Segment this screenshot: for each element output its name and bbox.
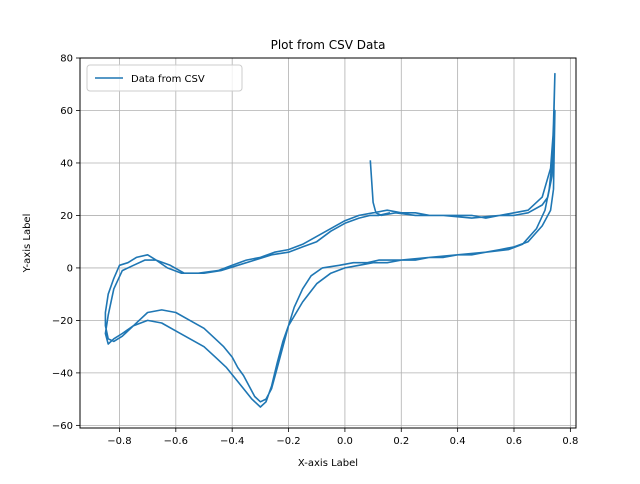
grid (80, 57, 576, 428)
legend-box (86, 64, 243, 92)
y-axis-label: Y-axis Label (22, 214, 33, 274)
legend-label: Data from CSV (131, 74, 205, 85)
y-tick-label: −60 (52, 421, 73, 432)
y-tick-label: 40 (60, 158, 73, 169)
y-tick-label: 0 (67, 263, 73, 274)
x-tick-label: −0.6 (164, 436, 188, 447)
x-tick-label: 0.6 (506, 436, 522, 447)
series-line-data-from-csv (104, 72, 556, 408)
x-tick-label: −0.2 (276, 436, 300, 447)
x-tick-label: 0.2 (393, 436, 409, 447)
x-tick-label: −0.4 (220, 436, 244, 447)
x-tick-label: −0.8 (107, 436, 131, 447)
legend: Data from CSV (86, 64, 243, 92)
y-tick-label: −20 (52, 316, 73, 327)
x-tick-label: 0.8 (562, 436, 578, 447)
x-tick-label: 0.0 (337, 436, 353, 447)
chart-title: Plot from CSV Data (271, 38, 386, 52)
y-tick-label: 80 (60, 54, 73, 65)
ticks: −0.8 −0.6 −0.4 −0.2 0.0 0.2 0.4 0.6 0.8 −60 −40 −20… (52, 54, 578, 448)
axes-frame (79, 57, 577, 429)
y-tick-label: −40 (52, 368, 73, 379)
y-tick-label: 60 (60, 106, 73, 117)
y-tick-label: 20 (60, 211, 73, 222)
x-tick-label: 0.4 (450, 436, 466, 447)
series-layer (104, 72, 556, 408)
x-axis-label: X-axis Label (298, 458, 358, 469)
